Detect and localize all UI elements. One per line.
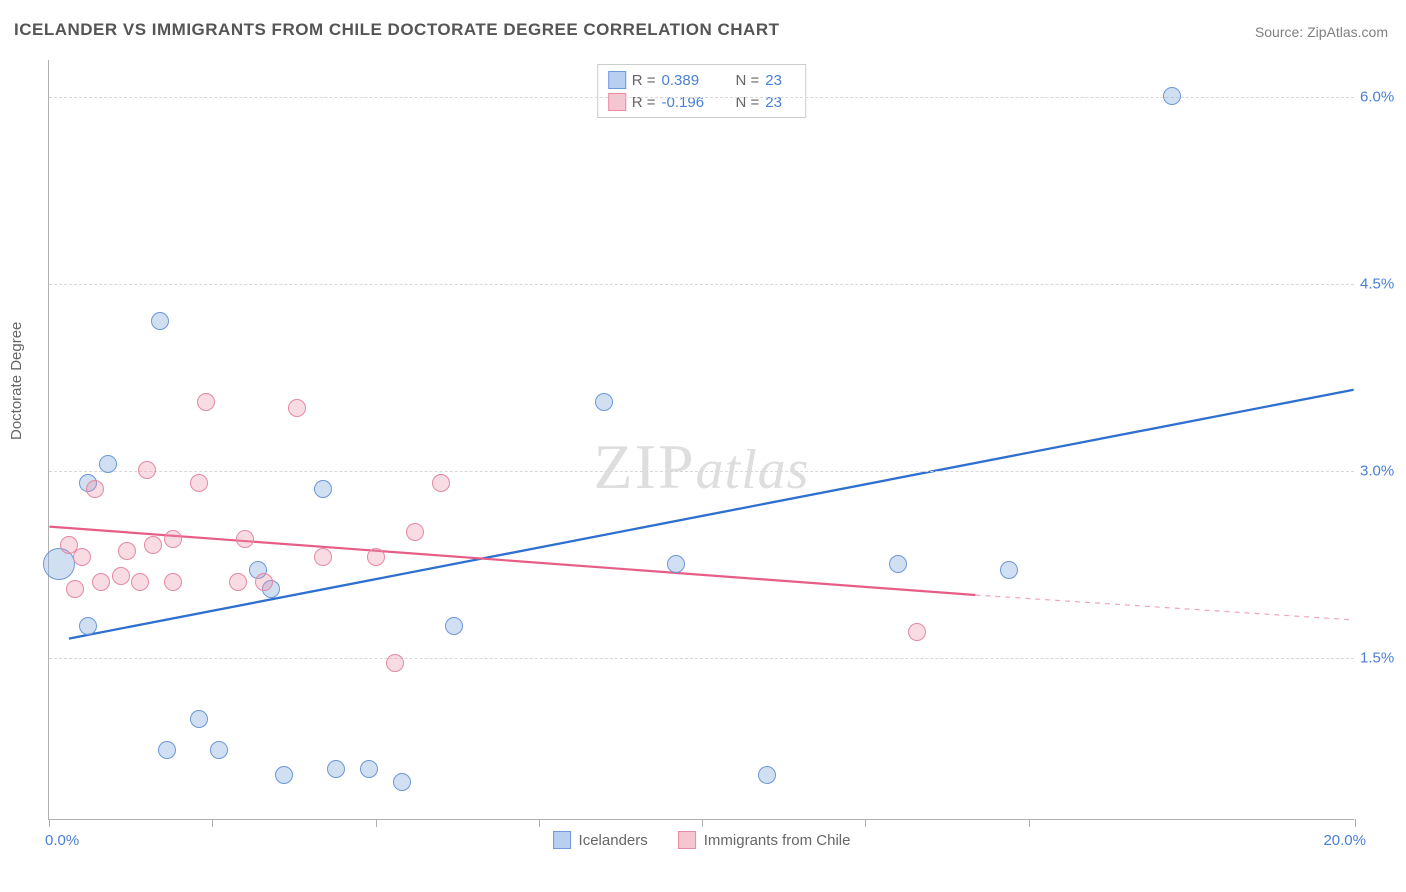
regression-line-extrapolated xyxy=(975,595,1353,620)
regression-line xyxy=(49,527,975,595)
scatter-point xyxy=(367,548,385,566)
scatter-point xyxy=(908,623,926,641)
scatter-point xyxy=(164,573,182,591)
legend-n-value: 23 xyxy=(765,72,795,89)
x-tick xyxy=(212,819,213,827)
scatter-point xyxy=(314,548,332,566)
scatter-point xyxy=(393,773,411,791)
y-tick-label: 4.5% xyxy=(1360,276,1406,293)
gridline xyxy=(49,284,1354,285)
x-tick xyxy=(1355,819,1356,827)
scatter-point xyxy=(86,480,104,498)
legend-n-label: N = xyxy=(736,94,760,111)
legend-n-label: N = xyxy=(736,72,760,89)
scatter-point xyxy=(92,573,110,591)
legend-swatch xyxy=(553,831,571,849)
legend-r-label: R = xyxy=(632,94,656,111)
legend-r-value: -0.196 xyxy=(662,94,730,111)
gridline xyxy=(49,97,1354,98)
y-tick-label: 3.0% xyxy=(1360,463,1406,480)
legend-n-value: 23 xyxy=(765,94,795,111)
scatter-point xyxy=(158,741,176,759)
scatter-point xyxy=(190,710,208,728)
scatter-point xyxy=(99,455,117,473)
x-tick xyxy=(865,819,866,827)
series-legend: Icelanders Immigrants from Chile xyxy=(553,831,851,849)
source-credit: Source: ZipAtlas.com xyxy=(1255,24,1388,40)
x-tick xyxy=(1029,819,1030,827)
scatter-point xyxy=(79,617,97,635)
legend-item: Immigrants from Chile xyxy=(678,831,851,849)
legend-swatch xyxy=(678,831,696,849)
x-tick xyxy=(49,819,50,827)
scatter-point xyxy=(229,573,247,591)
watermark-atlas: atlas xyxy=(696,439,810,501)
scatter-point xyxy=(138,461,156,479)
scatter-point xyxy=(595,393,613,411)
scatter-point xyxy=(667,555,685,573)
scatter-point xyxy=(1000,561,1018,579)
scatter-point xyxy=(131,573,149,591)
scatter-point xyxy=(386,654,404,672)
scatter-point xyxy=(360,760,378,778)
y-tick-label: 1.5% xyxy=(1360,650,1406,667)
correlation-legend-row: R = 0.389 N = 23 xyxy=(608,69,796,91)
scatter-point xyxy=(190,474,208,492)
scatter-point xyxy=(236,530,254,548)
legend-item: Icelanders xyxy=(553,831,648,849)
watermark-text: ZIPatlas xyxy=(594,430,810,504)
y-tick-label: 6.0% xyxy=(1360,89,1406,106)
x-tick xyxy=(376,819,377,827)
scatter-point xyxy=(66,580,84,598)
legend-swatch xyxy=(608,93,626,111)
legend-r-value: 0.389 xyxy=(662,72,730,89)
scatter-point xyxy=(275,766,293,784)
legend-series-label: Icelanders xyxy=(579,832,648,849)
x-axis-max-label: 20.0% xyxy=(1323,832,1366,849)
chart-plot-area: ZIPatlas R =0.389N =23R =-0.196N =23 0.0… xyxy=(48,60,1354,820)
scatter-point xyxy=(255,573,273,591)
watermark-zip: ZIP xyxy=(594,431,696,502)
regression-line xyxy=(69,390,1354,639)
chart-title: ICELANDER VS IMMIGRANTS FROM CHILE DOCTO… xyxy=(14,20,780,40)
gridline xyxy=(49,658,1354,659)
scatter-point xyxy=(758,766,776,784)
x-tick xyxy=(702,819,703,827)
scatter-point xyxy=(73,548,91,566)
scatter-point xyxy=(314,480,332,498)
scatter-point xyxy=(210,741,228,759)
regression-lines-layer xyxy=(49,60,1354,819)
scatter-point xyxy=(164,530,182,548)
scatter-point xyxy=(112,567,130,585)
scatter-point xyxy=(118,542,136,560)
scatter-point xyxy=(406,523,424,541)
scatter-point xyxy=(144,536,162,554)
scatter-point xyxy=(197,393,215,411)
scatter-point xyxy=(327,760,345,778)
correlation-legend-box: R = 0.389 N = 23 R = -0.196 N = 23 xyxy=(597,64,807,118)
legend-series-label: Immigrants from Chile xyxy=(704,832,851,849)
x-tick xyxy=(539,819,540,827)
legend-r-label: R = xyxy=(632,72,656,89)
scatter-point xyxy=(432,474,450,492)
legend-swatch xyxy=(608,71,626,89)
scatter-point xyxy=(445,617,463,635)
correlation-legend-row: R = -0.196 N = 23 xyxy=(608,91,796,113)
x-axis-min-label: 0.0% xyxy=(45,832,79,849)
scatter-point xyxy=(151,312,169,330)
scatter-point xyxy=(889,555,907,573)
scatter-point xyxy=(288,399,306,417)
scatter-point xyxy=(1163,87,1181,105)
gridline xyxy=(49,471,1354,472)
y-axis-label: Doctorate Degree xyxy=(8,322,25,440)
